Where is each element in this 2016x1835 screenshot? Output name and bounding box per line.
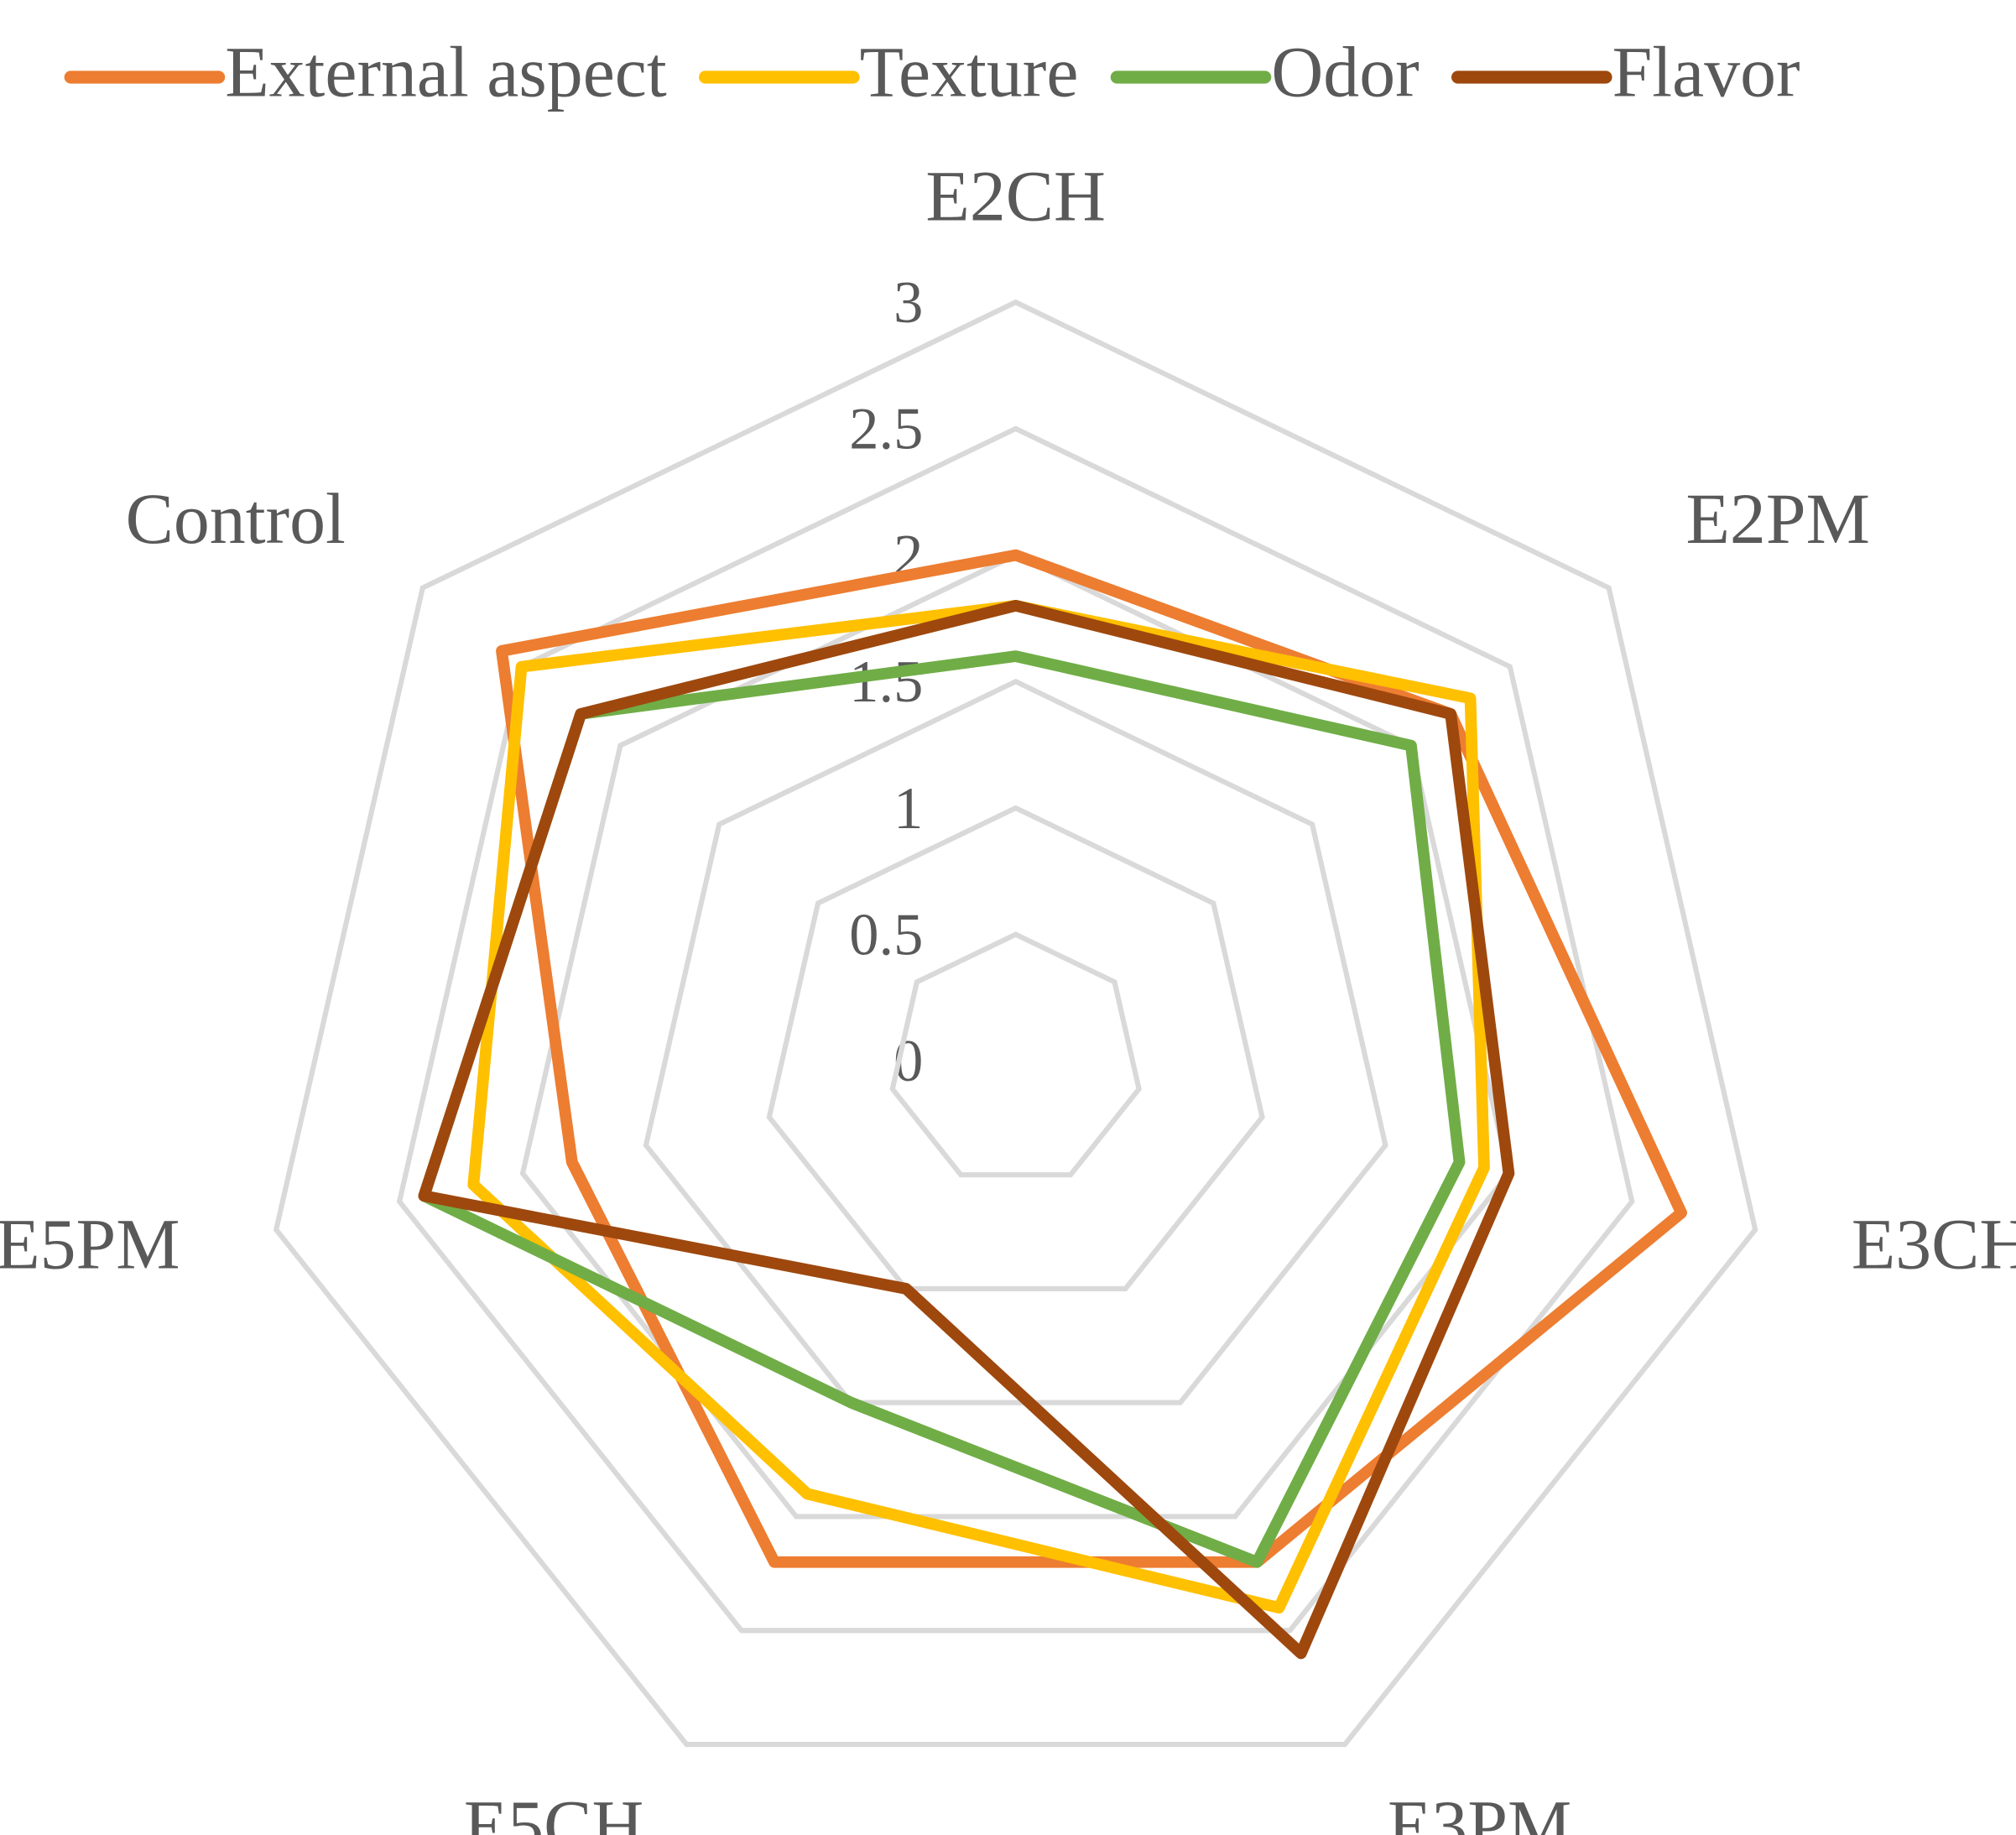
- series-line: [467, 599, 1490, 1614]
- grid-ring: [889, 931, 1142, 1178]
- grid-ring: [643, 678, 1388, 1405]
- category-label: E2CH: [925, 156, 1106, 236]
- grid-ring: [519, 552, 1512, 1520]
- category-label: E3PM: [1388, 1786, 1571, 1835]
- grid-ring: [273, 299, 1758, 1748]
- legend-item: External aspect: [64, 33, 667, 112]
- category-label: Control: [126, 479, 346, 559]
- series-line: [418, 599, 1515, 1660]
- tick-label: 1: [893, 776, 923, 842]
- category-label: E3CH: [1852, 1204, 2016, 1284]
- legend-item: Flavor: [1451, 33, 1800, 112]
- tick-label: 3: [893, 270, 923, 336]
- legend-label: Flavor: [1612, 33, 1800, 112]
- category-label: E5CH: [464, 1786, 644, 1835]
- legend-label: Texture: [860, 33, 1079, 112]
- grid-ring: [766, 805, 1265, 1291]
- legend-item: Texture: [699, 33, 1079, 112]
- category-label: E2PM: [1686, 479, 1870, 559]
- category-label: E5PM: [0, 1204, 180, 1284]
- tick-label: 2.5: [849, 397, 923, 462]
- grid-ring: [396, 425, 1635, 1634]
- tick-label: 0.5: [849, 903, 923, 968]
- legend-item: Odor: [1110, 33, 1420, 112]
- legend-label: Odor: [1271, 33, 1419, 112]
- legend-label: External aspect: [225, 33, 667, 112]
